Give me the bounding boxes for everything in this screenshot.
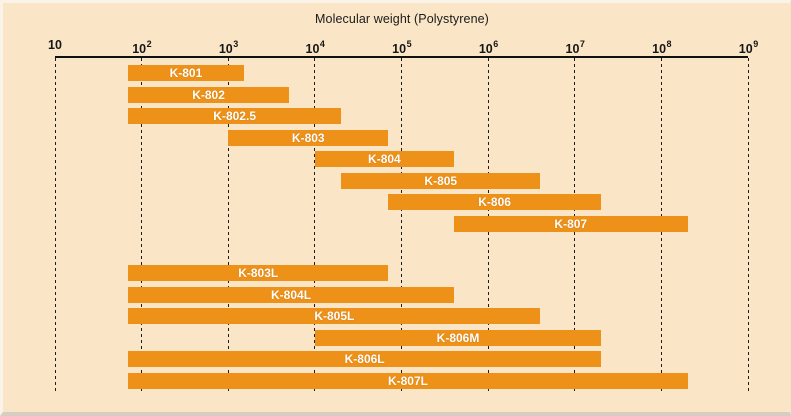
range-bar-k-804l: K-804L (128, 286, 454, 303)
decade-gridline (227, 58, 229, 391)
x-tick-base: 10 (565, 42, 580, 57)
range-bar-label: K-803 (291, 130, 325, 145)
chart-title: Molecular weight (Polystyrene) (315, 12, 489, 26)
x-tick-exponent: 2 (146, 39, 152, 49)
x-tick-base: 10 (478, 42, 493, 57)
range-bar-k-805l: K-805L (128, 308, 541, 324)
decade-gridline (401, 58, 403, 391)
range-bar-k-806m: K-806M (314, 329, 602, 346)
x-axis-line (55, 56, 749, 58)
x-tick-label: 105 (392, 37, 412, 57)
x-tick-label: 103 (218, 37, 239, 57)
x-tick-base: 10 (218, 42, 233, 57)
x-tick-label: 104 (305, 37, 325, 57)
x-tick-base: 10 (652, 42, 667, 57)
range-bar-k-807l: K-807L (128, 372, 688, 389)
x-tick-exponent: 5 (406, 39, 412, 49)
range-bar-k-802: K-802 (128, 86, 289, 103)
range-bar-label: K-805 (424, 173, 458, 188)
range-bar-k-804: K-804 (314, 151, 454, 167)
x-tick-base: 10 (132, 42, 147, 57)
x-tick-label: 109 (738, 37, 759, 57)
range-bar-label: K-803L (238, 266, 279, 280)
x-tick-exponent: 7 (579, 39, 585, 49)
range-bar-k-803l: K-803L (128, 265, 389, 281)
range-bar-k-802.5: K-802.5 (128, 108, 342, 124)
range-bar-label: K-807 (554, 216, 588, 231)
range-bar-k-801: K-801 (128, 65, 244, 81)
x-tick-base: 10 (48, 38, 62, 52)
x-tick-label: 106 (478, 37, 499, 57)
x-tick-exponent: 4 (319, 39, 325, 49)
range-bar-k-803: K-803 (228, 129, 389, 146)
decade-gridline (314, 58, 316, 391)
decade-gridline (747, 58, 749, 391)
range-bar-label: K-807L (387, 373, 428, 388)
range-bar-label: K-802 (192, 87, 225, 102)
x-tick-label: 107 (565, 37, 585, 57)
x-tick-base: 10 (738, 42, 753, 57)
x-tick-label: 108 (652, 37, 672, 57)
range-bar-k-807: K-807 (453, 215, 688, 232)
range-bar-label: K-804L (271, 287, 312, 302)
range-bar-label: K-801 (169, 66, 203, 80)
range-bar-label: K-802.5 (213, 109, 256, 123)
x-tick-base: 10 (305, 42, 320, 57)
x-tick-exponent: 8 (666, 39, 672, 49)
x-tick-base: 10 (392, 42, 407, 57)
range-bar-label: K-804 (368, 152, 401, 166)
range-bar-k-806: K-806 (388, 194, 602, 210)
x-tick-exponent: 9 (753, 39, 759, 49)
range-bar-label: K-806M (436, 330, 480, 345)
x-tick-label: 102 (132, 37, 152, 57)
x-tick-exponent: 6 (493, 39, 499, 49)
range-bar-k-805: K-805 (341, 172, 541, 189)
range-bar-label: K-805L (314, 309, 355, 323)
range-bar-label: K-806 (478, 195, 511, 209)
decade-gridline (54, 58, 56, 391)
decade-gridline (141, 58, 143, 391)
x-tick-exponent: 3 (233, 39, 239, 49)
x-tick-label: 10 (48, 37, 62, 54)
range-bar-label: K-806L (344, 352, 385, 366)
range-bar-k-806l: K-806L (128, 351, 602, 367)
